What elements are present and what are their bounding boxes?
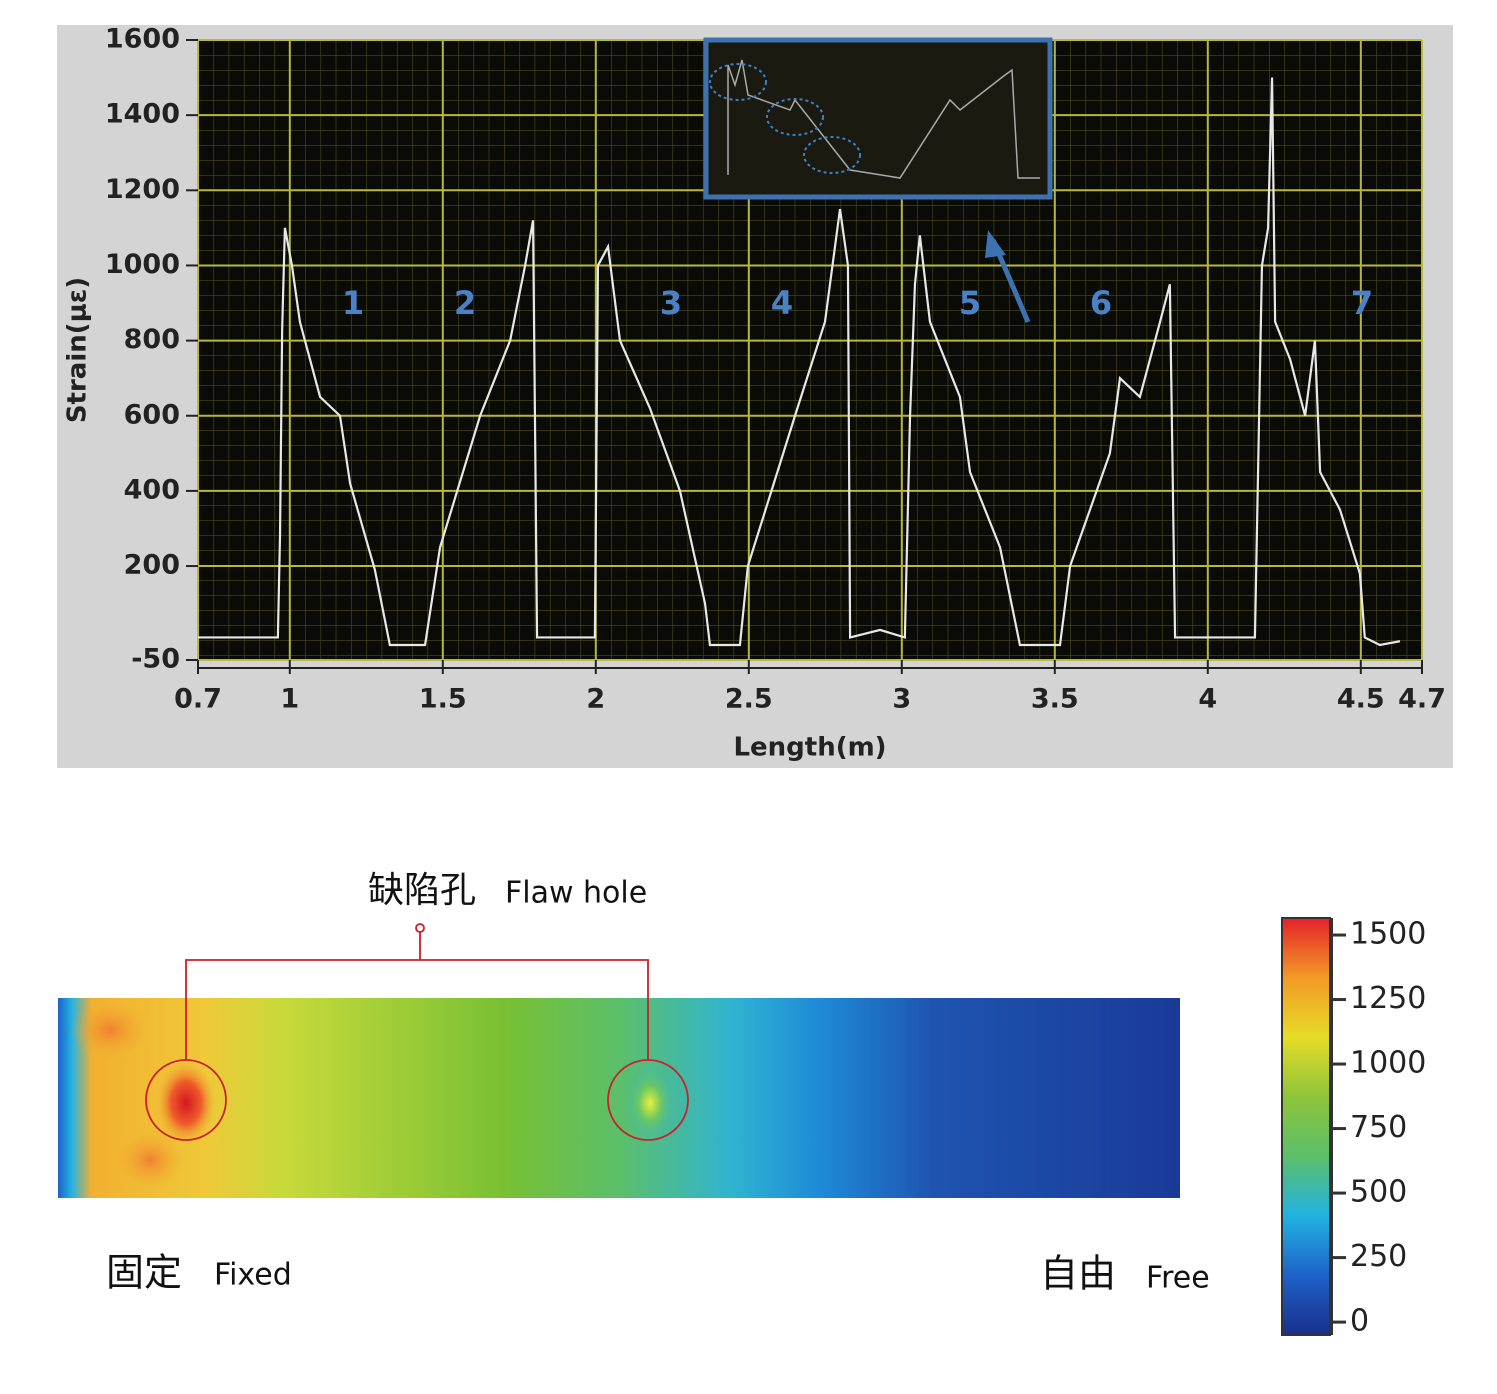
x-tick-label: 1.5 [419,684,467,715]
strain-line [198,77,1401,647]
inset [703,37,1053,200]
y-tick-label: 200 [124,550,180,581]
y-tick-label: 1600 [105,24,180,55]
y-tick-label: 600 [124,399,180,430]
y-tick-label: 1200 [105,174,180,205]
arrow [985,230,1031,323]
colorbar-tick-label: 1500 [1350,917,1426,952]
y-axis-label: Strain(με) [63,277,93,423]
segment-label: 6 [1090,284,1112,322]
colorbar [1281,917,1331,1336]
heat-spot [115,1130,185,1190]
x-tick-label: 4.7 [1398,684,1446,715]
colorbar-axis: 0 250 500 750 1000 1250 1500 [1330,917,1426,1339]
x-tick-label: 4.5 [1337,684,1385,715]
x-axis-label: Length(m) [733,733,886,763]
flaw-label-en: Flaw hole [505,876,647,911]
x-tick-label: 2 [586,684,605,715]
segment-label: 7 [1351,284,1373,322]
x-tick-label: 0.7 [174,684,222,715]
colorbar-tick-label: 750 [1350,1110,1407,1145]
segment-label: 2 [454,284,476,322]
x-tick-label: 1 [280,684,299,715]
colorbar-tick-label: 500 [1350,1175,1407,1210]
colorbar-tick-label: 0 [1350,1304,1369,1339]
x-tick-label: 4 [1198,684,1217,715]
flaw-label-cn: 缺陷孔 [368,870,476,911]
flaw-markers [145,923,689,1141]
heatmap [58,998,1180,1198]
colorbar-tick-label: 1000 [1350,1046,1426,1081]
y-tick-label: -50 [131,644,180,675]
x-tick-label: 3.5 [1031,684,1079,715]
colorbar-tick-label: 250 [1350,1239,1407,1274]
x-tick-label: 2.5 [725,684,773,715]
y-tick-label: 400 [124,474,180,505]
colorbar-tick-label: 1250 [1350,981,1426,1016]
heat-spot [156,1061,216,1145]
y-tick-label: 800 [124,324,180,355]
y-tick-label: 1400 [105,99,180,130]
segment-label: 1 [342,284,364,322]
fixed-en: Fixed [214,1258,292,1293]
free-en: Free [1146,1261,1210,1296]
free-cn: 自由 [1040,1252,1116,1296]
segment-label: 4 [771,284,793,322]
y-tick-label: 1000 [105,249,180,280]
x-tick-label: 3 [892,684,911,715]
heat-spot [70,1000,150,1060]
heat-spot [625,1065,675,1141]
data-lines [198,77,1401,647]
segment-label: 3 [660,284,682,322]
segment-label: 5 [959,284,981,322]
fixed-cn: 固定 [106,1251,182,1295]
